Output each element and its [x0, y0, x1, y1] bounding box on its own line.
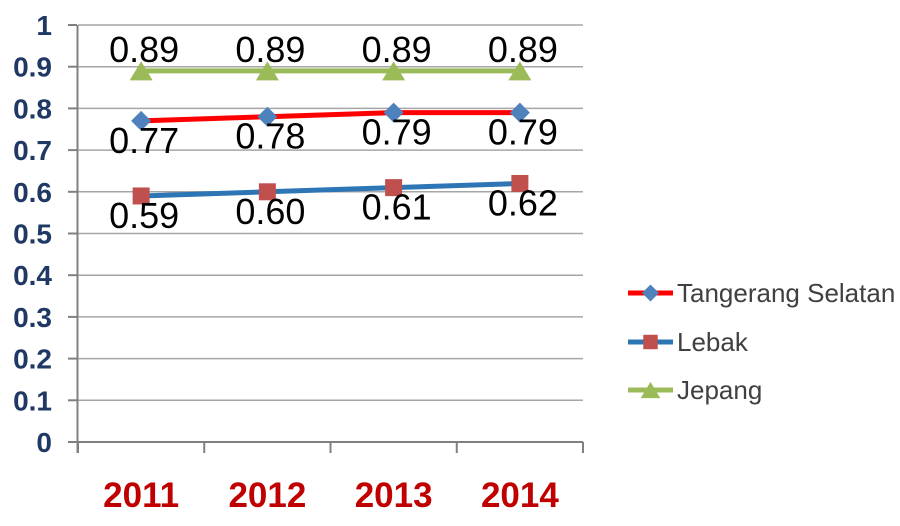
y-tick-label: 0.5 — [13, 219, 52, 250]
square-marker-lebak — [385, 179, 403, 197]
series-line-lebak — [138, 180, 523, 199]
y-tick-label: 0 — [36, 427, 52, 458]
data-label: 0.79 — [488, 112, 558, 153]
diamond-marker-tangerang-selatan — [131, 110, 152, 131]
legend-label: Tangerang Selatan — [677, 278, 895, 308]
data-label: 0.79 — [362, 112, 432, 153]
y-tick-label: 0.9 — [13, 52, 52, 83]
diamond-marker-tangerang-selatan — [509, 102, 530, 123]
diamond-marker-tangerang-selatan — [383, 102, 404, 123]
triangle-marker-jepang — [255, 61, 279, 81]
y-tick-label: 0.2 — [13, 344, 52, 375]
data-label: 0.89 — [109, 29, 179, 70]
data-label: 0.59 — [109, 195, 179, 236]
data-label: 0.78 — [235, 116, 305, 157]
y-tick-label: 0.8 — [13, 93, 52, 124]
data-label: 0.89 — [488, 29, 558, 70]
y-tick-label: 0.7 — [13, 135, 52, 166]
legend-swatch-marker — [640, 381, 661, 399]
y-tick-label: 0.4 — [13, 260, 52, 291]
legend-swatch-marker — [643, 334, 658, 350]
y-tick-label: 0.6 — [13, 177, 52, 208]
diamond-marker-tangerang-selatan — [257, 106, 278, 127]
x-tick-label: 2012 — [228, 476, 306, 515]
square-marker-lebak — [511, 174, 529, 192]
x-tick-label: 2014 — [481, 476, 559, 515]
data-label: 0.60 — [235, 191, 305, 232]
y-tick-label: 0.1 — [13, 385, 52, 416]
series-line-tangerang-selatan — [138, 110, 523, 124]
x-tick-label: 2011 — [103, 476, 179, 515]
square-marker-lebak — [132, 187, 150, 205]
legend-label: Jepang — [677, 375, 762, 405]
y-tick-label: 0.3 — [13, 302, 52, 333]
data-label: 0.61 — [362, 187, 432, 228]
legend-swatch-marker — [642, 284, 659, 302]
triangle-marker-jepang — [129, 61, 153, 81]
square-marker-lebak — [258, 183, 276, 201]
legend-label: Lebak — [677, 327, 749, 357]
triangle-marker-jepang — [382, 61, 406, 81]
data-label: 0.89 — [362, 29, 432, 70]
y-tick-label: 1 — [36, 10, 52, 41]
data-label: 0.62 — [488, 182, 558, 223]
triangle-marker-jepang — [508, 61, 532, 81]
data-label: 0.77 — [109, 120, 179, 161]
data-label: 0.89 — [235, 29, 305, 70]
x-tick-label: 2013 — [355, 476, 433, 515]
